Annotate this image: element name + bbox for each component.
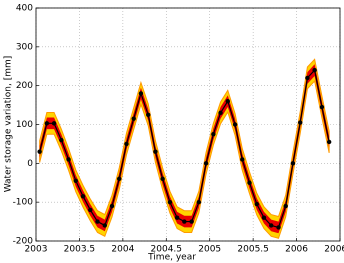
point — [174, 215, 180, 220]
point — [240, 157, 245, 162]
point — [109, 203, 115, 209]
point — [73, 178, 78, 184]
point — [102, 223, 107, 228]
x-tick-label: 2003.5 — [64, 245, 96, 255]
y-tick-label: 100 — [16, 120, 33, 130]
x-tick-label: 2006 — [285, 245, 308, 255]
point — [80, 194, 86, 199]
point — [290, 161, 296, 166]
point — [146, 112, 151, 117]
axes-box — [35, 7, 341, 242]
point — [305, 75, 310, 81]
point — [196, 199, 202, 205]
point — [51, 121, 57, 126]
point — [218, 110, 223, 116]
x-tick-label: 2004.5 — [151, 245, 183, 255]
point — [319, 104, 325, 110]
point — [261, 215, 267, 220]
point — [153, 149, 158, 154]
y-tick-label: 200 — [16, 81, 33, 91]
point — [326, 139, 332, 145]
point — [232, 122, 238, 127]
x-tick-label: 2004 — [111, 245, 134, 255]
x-tick-label: 2006.5 — [324, 245, 344, 255]
point — [131, 116, 136, 121]
point — [124, 141, 129, 147]
point — [283, 203, 288, 209]
point — [298, 120, 303, 125]
point — [138, 91, 144, 96]
point — [59, 137, 64, 143]
point — [167, 199, 173, 205]
point — [44, 121, 50, 126]
x-tick-label: 2003 — [25, 245, 48, 255]
point — [254, 201, 259, 207]
point — [247, 180, 252, 185]
point — [211, 132, 216, 137]
point — [160, 176, 165, 182]
point — [189, 219, 194, 224]
point — [269, 223, 274, 228]
y-tick-label: -200 — [13, 237, 34, 247]
y-tick-label: 0 — [27, 159, 33, 169]
band — [39, 58, 330, 239]
x-axis-label: Time, year — [147, 253, 196, 263]
point — [203, 161, 209, 166]
point — [37, 149, 42, 154]
point — [95, 219, 100, 224]
point — [312, 67, 317, 73]
point — [88, 207, 93, 213]
point — [182, 219, 187, 224]
point — [117, 176, 122, 182]
y-axis-label: Water storage variation, [mm] — [4, 56, 14, 193]
y-tick-label: 400 — [16, 4, 33, 14]
y-tick-label: 300 — [16, 42, 33, 52]
x-tick-label: 2005 — [198, 245, 221, 255]
x-tick-label: 2005.5 — [237, 245, 269, 255]
point — [66, 157, 71, 162]
point — [276, 225, 281, 230]
point — [225, 99, 230, 104]
y-tick-label: -100 — [13, 198, 34, 208]
